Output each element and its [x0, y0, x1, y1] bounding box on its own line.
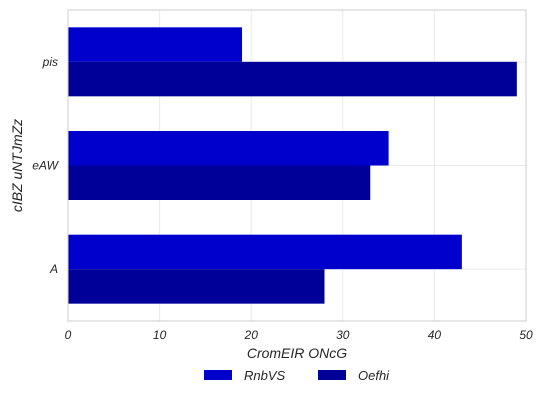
legend: RnbVS Oefhi: [204, 368, 390, 383]
bars: [68, 27, 517, 304]
x-tick-label-0: 0: [65, 328, 72, 342]
bar-Oefhi-A: [68, 269, 325, 304]
x-ticks: 0 10 20 30 40 50: [65, 328, 533, 342]
bar-RnbVS-eAW: [68, 131, 389, 166]
legend-label-RnbVS: RnbVS: [244, 368, 286, 383]
x-tick-label-5: 50: [519, 328, 533, 342]
y-tick-label-2: A: [49, 262, 58, 276]
y-axis-label: cIBZ uNTJmZz: [9, 119, 25, 212]
bar-RnbVS-A: [68, 234, 462, 270]
y-ticks: pis eAW A: [32, 55, 59, 276]
legend-swatch-RnbVS: [204, 370, 232, 380]
x-tick-label-1: 10: [153, 328, 167, 342]
plot-frame: [67, 9, 527, 322]
y-tick-label-0: pis: [42, 55, 58, 69]
bar-Oefhi-eAW: [68, 165, 371, 200]
legend-label-Oefhi: Oefhi: [358, 368, 390, 383]
x-tick-label-4: 40: [428, 328, 442, 342]
legend-swatch-Oefhi: [318, 370, 346, 380]
x-tick-label-3: 30: [336, 328, 350, 342]
x-axis-label: CromEIR ONcG: [247, 345, 347, 361]
bar-RnbVS-pis: [68, 27, 243, 62]
x-tick-label-2: 20: [244, 328, 259, 342]
y-tick-label-1: eAW: [32, 159, 59, 173]
bar-Oefhi-pis: [68, 61, 517, 97]
